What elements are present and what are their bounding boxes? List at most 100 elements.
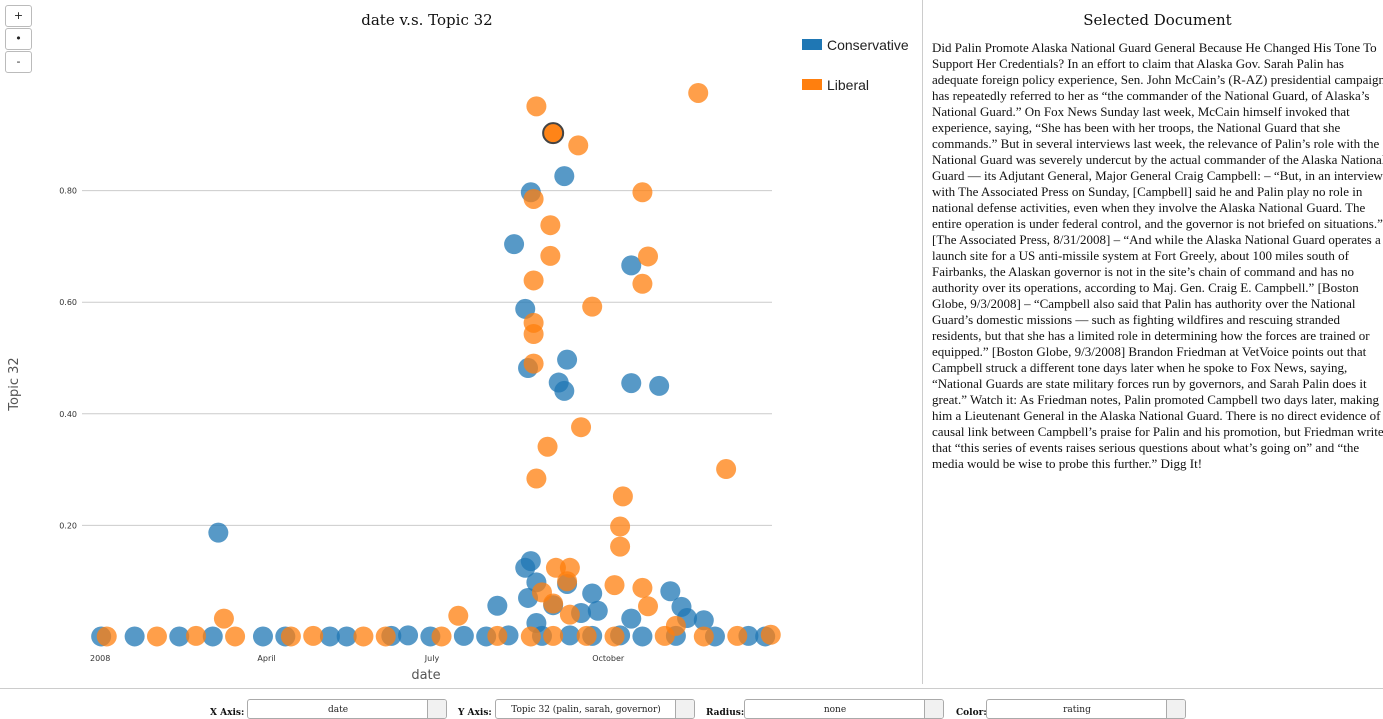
data-point-liberal[interactable] <box>523 188 544 209</box>
data-point-liberal[interactable] <box>638 246 658 267</box>
data-point-liberal[interactable] <box>431 626 452 647</box>
zoom-out-button[interactable]: - <box>5 51 32 73</box>
data-point-liberal[interactable] <box>716 459 737 480</box>
x-tick-label: July <box>424 654 440 663</box>
data-point-liberal[interactable] <box>568 135 589 156</box>
data-point-conservative[interactable] <box>398 625 419 646</box>
data-point-liberal[interactable] <box>448 605 469 626</box>
data-point-conservative[interactable] <box>621 255 642 276</box>
selected-document-panel: Selected Document Did Palin Promote Alas… <box>932 10 1383 684</box>
data-point-liberal[interactable] <box>693 626 714 647</box>
data-point-conservative[interactable] <box>693 610 714 631</box>
chevron-down-icon <box>427 700 446 718</box>
data-point-liberal[interactable] <box>523 270 544 291</box>
data-point-liberal[interactable] <box>545 557 566 578</box>
data-point-liberal[interactable] <box>526 96 547 117</box>
y-tick-label: 0.60 <box>59 298 77 307</box>
data-point-conservative[interactable] <box>557 349 578 370</box>
data-point-liberal[interactable] <box>632 182 653 203</box>
x-tick-label: October <box>592 654 625 663</box>
data-point-liberal[interactable] <box>654 625 675 646</box>
data-point-liberal[interactable] <box>303 625 324 646</box>
data-point-liberal[interactable] <box>557 571 578 592</box>
y-tick-label: 0.40 <box>59 410 77 419</box>
data-point-liberal[interactable] <box>186 625 207 646</box>
data-point-conservative[interactable] <box>252 626 273 647</box>
y-axis-title: Topic 32 <box>7 357 22 411</box>
data-point-liberal[interactable] <box>353 626 374 647</box>
selected-data-point[interactable] <box>542 122 565 145</box>
data-point-liberal[interactable] <box>375 626 396 647</box>
panel-divider <box>922 0 923 684</box>
chart-title: date v.s. Topic 32 <box>361 11 492 29</box>
data-points <box>91 82 781 647</box>
x-axis-value: date <box>327 705 349 715</box>
y-axis-select[interactable]: Topic 32 (palin, sarah, governor) <box>495 699 695 719</box>
data-point-conservative[interactable] <box>660 581 681 602</box>
zoom-controls: + • - <box>5 5 33 74</box>
data-point-liberal[interactable] <box>604 626 625 647</box>
data-point-conservative[interactable] <box>208 522 229 543</box>
legend-label-liberal[interactable]: Liberal <box>827 77 869 93</box>
color-select[interactable]: rating <box>986 699 1186 719</box>
data-point-liberal[interactable] <box>523 324 544 345</box>
gridlines <box>82 190 772 526</box>
data-point-conservative[interactable] <box>559 625 580 646</box>
data-point-liberal[interactable] <box>523 353 544 374</box>
data-point-liberal[interactable] <box>520 626 541 647</box>
data-point-conservative[interactable] <box>621 373 642 394</box>
data-point-liberal[interactable] <box>96 626 117 647</box>
data-point-liberal[interactable] <box>280 626 301 647</box>
data-point-conservative[interactable] <box>487 595 508 616</box>
data-point-liberal[interactable] <box>576 625 597 646</box>
data-point-conservative[interactable] <box>649 375 670 396</box>
data-point-conservative[interactable] <box>515 557 536 578</box>
legend-label-conservative[interactable]: Conservative <box>827 37 909 53</box>
data-point-conservative[interactable] <box>453 625 474 646</box>
data-point-liberal[interactable] <box>537 436 558 457</box>
data-point-liberal[interactable] <box>582 296 603 317</box>
data-point-liberal[interactable] <box>526 468 547 489</box>
zoom-reset-button[interactable]: • <box>5 28 32 50</box>
data-point-liberal[interactable] <box>543 625 564 646</box>
zoom-in-button[interactable]: + <box>5 5 32 27</box>
data-point-liberal[interactable] <box>610 516 631 537</box>
color-label: Color: <box>956 708 987 718</box>
data-point-conservative[interactable] <box>202 626 223 647</box>
data-point-conservative[interactable] <box>587 600 608 621</box>
data-point-liberal[interactable] <box>632 577 653 598</box>
data-point-liberal[interactable] <box>632 273 653 294</box>
data-point-conservative[interactable] <box>319 626 340 647</box>
data-point-conservative[interactable] <box>554 166 575 187</box>
data-point-liberal[interactable] <box>571 417 592 438</box>
data-point-liberal[interactable] <box>610 536 631 557</box>
data-point-liberal[interactable] <box>604 575 625 596</box>
data-point-liberal[interactable] <box>612 486 633 507</box>
data-point-conservative[interactable] <box>169 626 190 647</box>
data-point-liberal[interactable] <box>559 604 580 625</box>
data-point-liberal[interactable] <box>543 593 564 614</box>
data-point-liberal[interactable] <box>638 596 658 617</box>
data-point-conservative[interactable] <box>621 608 642 629</box>
data-point-conservative[interactable] <box>336 626 357 647</box>
data-point-conservative[interactable] <box>632 626 653 647</box>
data-point-liberal[interactable] <box>688 82 709 103</box>
data-point-conservative[interactable] <box>124 626 145 647</box>
axis-ticks: 0.20 0.40 0.60 0.80 2008 April July October <box>59 187 625 663</box>
y-axis-label: Y Axis: <box>458 708 492 718</box>
data-point-conservative[interactable] <box>554 380 575 401</box>
legend: Conservative Liberal <box>802 37 909 93</box>
data-point-conservative[interactable] <box>504 234 525 255</box>
scatter-chart: date v.s. Topic 32 0.20 0.40 0.60 0.80 2008 A… <box>7 11 909 683</box>
data-point-liberal[interactable] <box>487 625 508 646</box>
data-point-liberal[interactable] <box>540 245 561 266</box>
data-point-liberal[interactable] <box>540 215 561 236</box>
data-point-liberal[interactable] <box>760 624 781 645</box>
data-point-conservative[interactable] <box>582 583 603 604</box>
data-point-liberal[interactable] <box>146 626 167 647</box>
radius-select[interactable]: none <box>744 699 944 719</box>
data-point-liberal[interactable] <box>225 626 246 647</box>
data-point-liberal[interactable] <box>213 608 234 629</box>
data-point-liberal[interactable] <box>727 625 748 646</box>
x-axis-select[interactable]: date <box>247 699 447 719</box>
